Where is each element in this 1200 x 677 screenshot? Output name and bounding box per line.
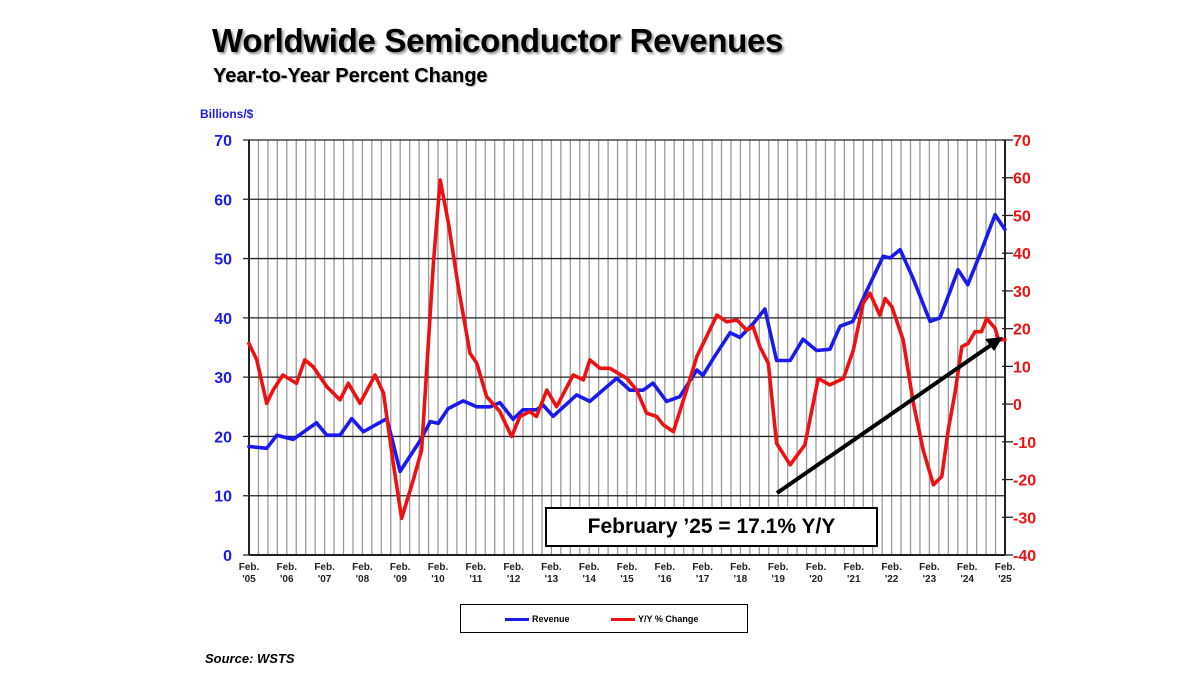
x-tick-year: '20: [809, 574, 823, 585]
right-tick-label: -40: [1013, 548, 1036, 565]
left-tick-label: 30: [214, 370, 232, 387]
x-tick-label: Feb.: [957, 562, 978, 573]
trend-arrow: [775, 337, 1003, 495]
x-tick-label: Feb.: [579, 562, 600, 573]
legend-item-yoy: Y/Y % Change: [611, 614, 698, 624]
legend-label-yoy: Y/Y % Change: [638, 614, 699, 624]
left-axis-label: Billions/$: [200, 107, 254, 121]
legend-swatch-revenue: [505, 617, 529, 621]
left-tick-label: 60: [214, 192, 232, 209]
x-tick-label: Feb.: [995, 562, 1016, 573]
x-tick-label: Feb.: [806, 562, 827, 573]
x-tick-label: Feb.: [314, 562, 335, 573]
x-tick-year: '22: [885, 574, 899, 585]
x-tick-label: Feb.: [655, 562, 676, 573]
annotation-text: February ’25 = 17.1% Y/Y: [587, 515, 836, 538]
x-tick-year: '25: [998, 574, 1012, 585]
x-tick-label: Feb.: [844, 562, 865, 573]
x-tick-label: Feb.: [541, 562, 562, 573]
right-tick-label: -10: [1013, 435, 1036, 452]
left-tick-label: 50: [214, 252, 232, 269]
left-tick-label: 10: [214, 489, 232, 506]
x-tick-year: '09: [393, 574, 407, 585]
left-tick-label: 20: [214, 429, 232, 446]
left-tick-label: 40: [214, 311, 232, 328]
x-tick-year: '15: [620, 574, 634, 585]
right-tick-label: 70: [1013, 133, 1031, 150]
right-tick-label: -30: [1013, 510, 1036, 527]
left-tick-label: 0: [223, 548, 232, 565]
x-tick-year: '13: [545, 574, 559, 585]
x-tick-label: Feb.: [466, 562, 487, 573]
right-tick-label: 40: [1013, 246, 1031, 263]
x-tick-label: Feb.: [881, 562, 902, 573]
yoy-change-line: [247, 178, 1007, 521]
x-tick-year: '10: [431, 574, 445, 585]
x-tick-label: Feb.: [617, 562, 638, 573]
x-tick-year: '16: [658, 574, 672, 585]
x-tick-label: Feb.: [692, 562, 713, 573]
x-tick-label: Feb.: [277, 562, 298, 573]
left-tick-label: 70: [214, 133, 232, 150]
right-tick-label: -20: [1013, 473, 1036, 490]
x-tick-year: '11: [469, 574, 482, 585]
chart-title: Worldwide Semiconductor Revenues: [212, 22, 784, 59]
x-tick-label: Feb.: [919, 562, 940, 573]
x-tick-year: '08: [356, 574, 370, 585]
x-tick-year: '21: [847, 574, 861, 585]
right-tick-label: 0: [1013, 397, 1022, 414]
x-tick-year: '12: [507, 574, 521, 585]
legend-swatch-yoy: [611, 617, 635, 621]
x-tick-label: Feb.: [768, 562, 789, 573]
legend-item-revenue: Revenue: [505, 614, 570, 624]
annotation-box: February ’25 = 17.1% Y/Y: [545, 507, 878, 547]
x-tick-year: '18: [734, 574, 748, 585]
x-tick-year: '24: [960, 574, 974, 585]
x-tick-year: '06: [280, 574, 294, 585]
x-tick-label: Feb.: [239, 562, 260, 573]
x-tick-label: Feb.: [428, 562, 449, 573]
source-note: Source: WSTS: [205, 651, 295, 666]
right-tick-label: 20: [1013, 322, 1031, 339]
right-tick-label: 60: [1013, 171, 1031, 188]
revenue-line: [247, 212, 1007, 474]
x-tick-label: Feb.: [390, 562, 411, 573]
right-tick-label: 30: [1013, 284, 1031, 301]
x-tick-year: '07: [318, 574, 332, 585]
x-tick-year: '19: [771, 574, 785, 585]
legend: Revenue Y/Y % Change: [460, 604, 748, 633]
chart-subtitle: Year-to-Year Percent Change: [213, 65, 488, 87]
right-tick-label: 50: [1013, 208, 1031, 225]
x-tick-label: Feb.: [730, 562, 751, 573]
x-tick-year: '23: [923, 574, 937, 585]
x-tick-label: Feb.: [352, 562, 373, 573]
x-tick-year: '14: [582, 574, 596, 585]
legend-label-revenue: Revenue: [532, 614, 570, 624]
x-tick-year: '05: [242, 574, 256, 585]
x-tick-label: Feb.: [503, 562, 524, 573]
right-tick-label: 10: [1013, 359, 1031, 376]
x-tick-year: '17: [696, 574, 710, 585]
